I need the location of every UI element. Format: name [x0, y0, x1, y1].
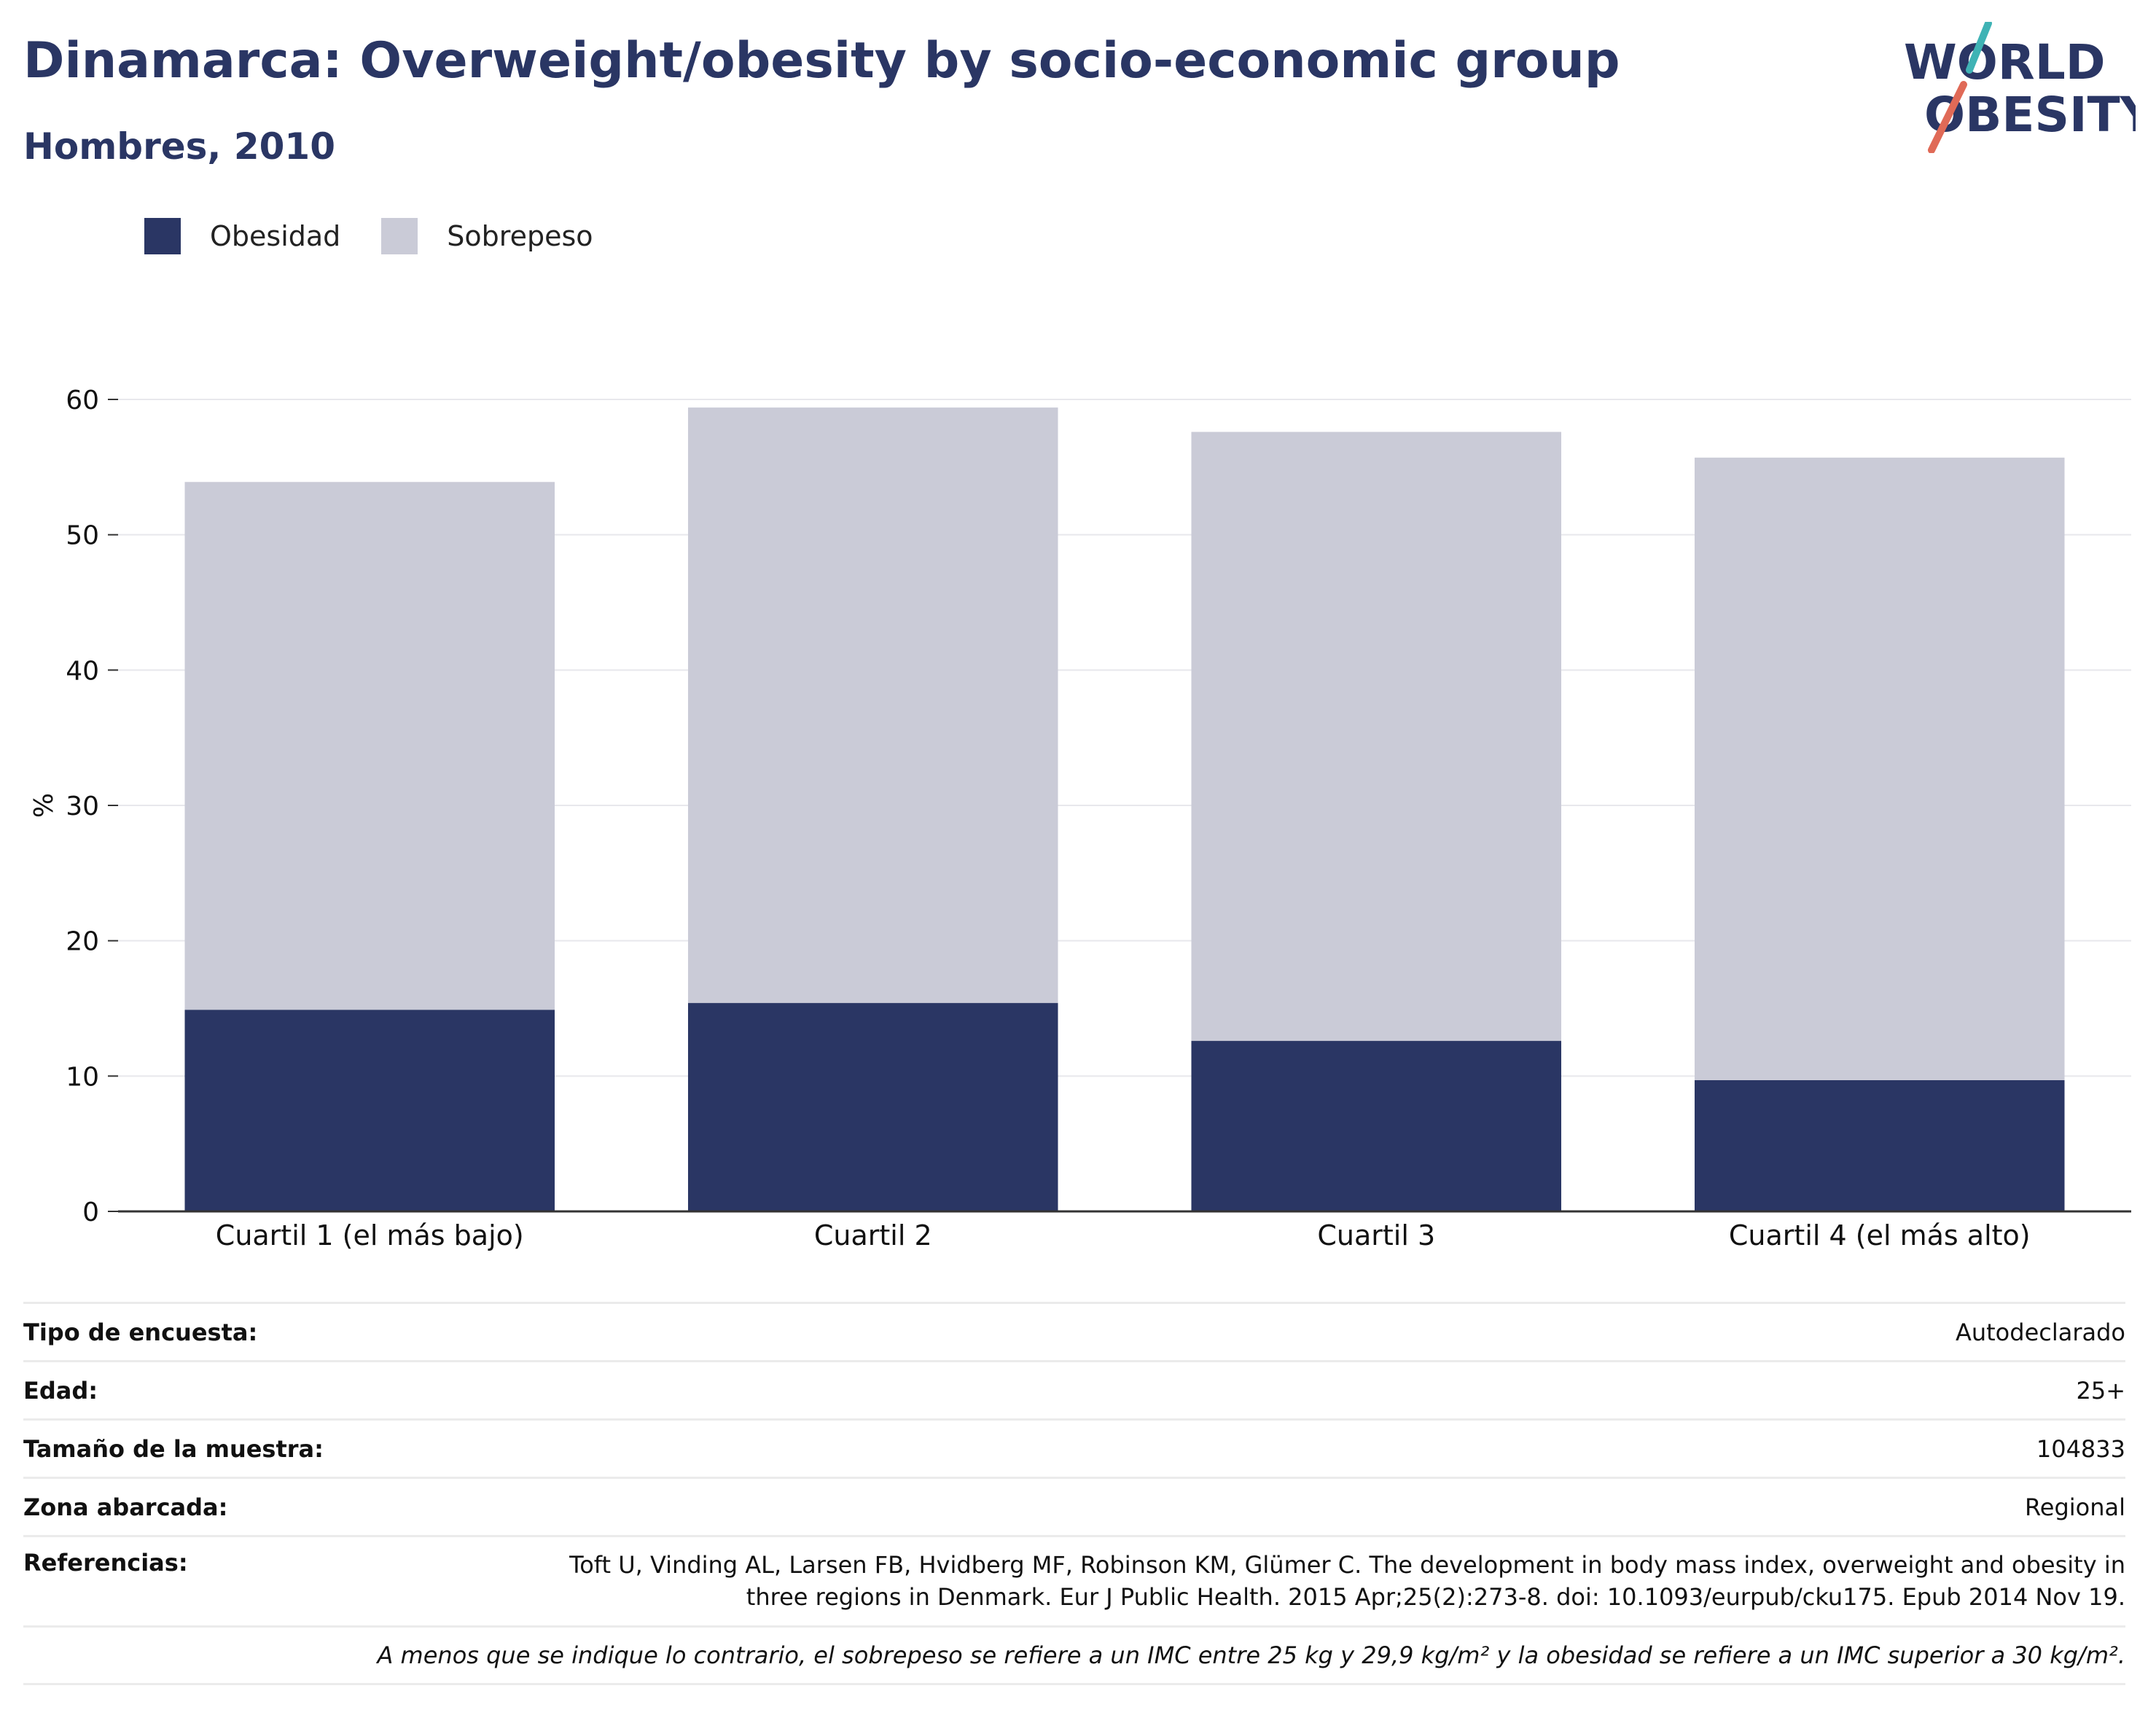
stacked-bar-chart: 0 10 20 30 40 50 60% Cuartil 1 (el más bajo) Cua… — [29, 386, 2131, 1251]
x-category-label: Cuartil 1 (el más bajo) — [216, 1219, 524, 1251]
references-text: Toft U, Vinding AL, Larsen FB, Hvidberg … — [569, 1551, 2125, 1611]
logo-slash-teal — [1966, 22, 1992, 74]
legend-item-sobrepeso[interactable]: Sobrepeso — [381, 218, 593, 254]
survey-metadata-table: Tipo de encuesta: Autodeclarado Edad: 25… — [23, 1302, 2125, 1685]
legend-item-obesidad[interactable]: Obesidad — [144, 218, 340, 254]
chart-subtitle: Hombres, 2010 — [23, 125, 335, 168]
world-obesity-logo: WORLD OBESITY — [1904, 22, 2136, 153]
meta-label: Zona abarcada: — [23, 1493, 228, 1521]
legend-label-obesidad: Obesidad — [210, 220, 341, 252]
y-tick-label: 60 — [66, 386, 99, 415]
legend-swatch-sobrepeso — [381, 218, 418, 254]
y-tick-label: 40 — [66, 656, 99, 686]
meta-label: Tipo de encuesta: — [23, 1318, 258, 1346]
meta-row-note: A menos que se indique lo contrario, el … — [23, 1625, 2125, 1685]
meta-row-references: Referencias: Toft U, Vinding AL, Larsen … — [23, 1535, 2125, 1625]
bar-sobrepeso-2 — [687, 407, 1058, 1004]
bar-obesidad-3 — [1191, 1041, 1562, 1211]
y-tick-label: 10 — [66, 1062, 99, 1092]
meta-row-sample-size: Tamaño de la muestra: 104833 — [23, 1418, 2125, 1477]
x-category-label: Cuartil 3 — [1317, 1219, 1435, 1251]
meta-value: Regional — [2024, 1493, 2125, 1521]
meta-value: 104833 — [2036, 1434, 2125, 1463]
logo-line-1: WORLD — [1904, 34, 2106, 90]
meta-row-age: Edad: 25+ — [23, 1360, 2125, 1418]
bar-sobrepeso-1 — [184, 482, 555, 1010]
logo-slash-red — [1928, 81, 1967, 153]
bar-sobrepeso-4 — [1694, 457, 2065, 1080]
y-tick-label: 20 — [66, 927, 99, 957]
y-tick-label: 0 — [82, 1198, 99, 1227]
meta-label: Referencias: — [23, 1549, 188, 1577]
x-category-label: Cuartil 2 — [814, 1219, 932, 1251]
meta-row-survey-type: Tipo de encuesta: Autodeclarado — [23, 1302, 2125, 1360]
bar-obesidad-4 — [1694, 1079, 2065, 1211]
legend-swatch-obesidad — [144, 218, 181, 254]
definition-note: A menos que se indique lo contrario, el … — [377, 1641, 2125, 1669]
y-tick-label: 30 — [66, 792, 99, 821]
meta-label: Edad: — [23, 1376, 98, 1405]
legend-label-sobrepeso: Sobrepeso — [447, 220, 593, 252]
meta-value: Autodeclarado — [1955, 1318, 2125, 1346]
meta-row-area-covered: Zona abarcada: Regional — [23, 1477, 2125, 1535]
bar-obesidad-1 — [184, 1009, 555, 1211]
bar-obesidad-2 — [687, 1003, 1058, 1211]
chart-title: Dinamarca: Overweight/obesity by socio-e… — [23, 32, 1620, 90]
x-category-label: Cuartil 4 (el más alto) — [1729, 1219, 2031, 1251]
legend: Obesidad Sobrepeso — [144, 217, 634, 255]
y-axis-label: % — [29, 793, 59, 818]
bar-sobrepeso-3 — [1191, 431, 1562, 1042]
meta-label: Tamaño de la muestra: — [23, 1434, 324, 1463]
meta-value: 25+ — [2076, 1376, 2125, 1405]
y-tick-label: 50 — [66, 521, 99, 551]
